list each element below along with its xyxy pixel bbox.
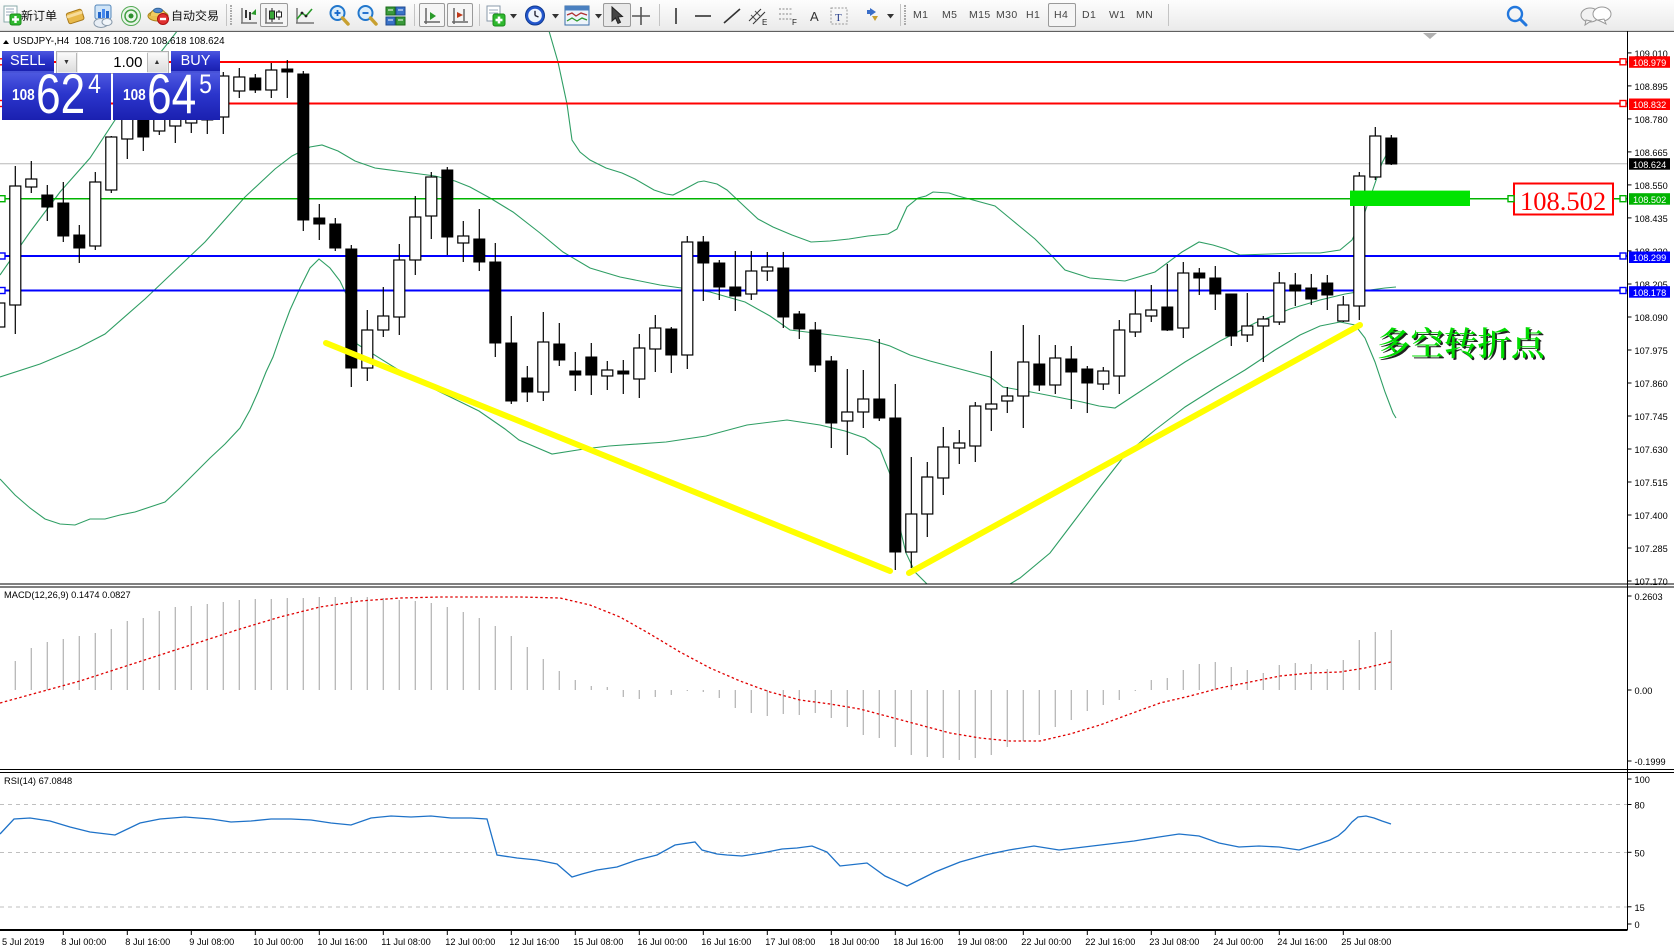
svg-text:24 Jul 00:00: 24 Jul 00:00	[1213, 937, 1263, 947]
svg-text:108.550: 108.550	[1635, 181, 1668, 191]
svg-text:9 Jul 08:00: 9 Jul 08:00	[189, 937, 234, 947]
svg-text:108.090: 108.090	[1635, 313, 1668, 323]
svg-text:107.285: 107.285	[1635, 544, 1668, 554]
svg-text:108.205: 108.205	[1635, 280, 1668, 290]
svg-text:17 Jul 08:00: 17 Jul 08:00	[765, 937, 815, 947]
svg-text:12 Jul 00:00: 12 Jul 00:00	[445, 937, 495, 947]
svg-text:80: 80	[1635, 801, 1645, 811]
svg-text:8 Jul 16:00: 8 Jul 16:00	[125, 937, 170, 947]
svg-text:107.630: 107.630	[1635, 445, 1668, 455]
svg-text:25 Jul 08:00: 25 Jul 08:00	[1341, 937, 1391, 947]
svg-text:108.832: 108.832	[1633, 100, 1666, 110]
svg-text:108.979: 108.979	[1633, 58, 1666, 68]
svg-text:50: 50	[1635, 848, 1645, 858]
svg-text:22 Jul 00:00: 22 Jul 00:00	[1021, 937, 1071, 947]
svg-text:19 Jul 08:00: 19 Jul 08:00	[957, 937, 1007, 947]
svg-text:12 Jul 16:00: 12 Jul 16:00	[509, 937, 559, 947]
svg-text:-0.1999: -0.1999	[1635, 757, 1666, 767]
svg-text:23 Jul 08:00: 23 Jul 08:00	[1149, 937, 1199, 947]
svg-text:18 Jul 00:00: 18 Jul 00:00	[829, 937, 879, 947]
svg-text:F: F	[792, 18, 797, 27]
svg-text:T: T	[835, 12, 842, 24]
svg-text:100: 100	[1635, 775, 1650, 785]
svg-text:11 Jul 08:00: 11 Jul 08:00	[381, 937, 430, 947]
svg-text:108.895: 108.895	[1635, 82, 1668, 92]
svg-text:107.860: 107.860	[1635, 379, 1668, 389]
svg-text:10 Jul 16:00: 10 Jul 16:00	[317, 937, 367, 947]
svg-text:108.665: 108.665	[1635, 148, 1668, 158]
svg-text:108.502: 108.502	[1520, 186, 1606, 216]
svg-text:108.435: 108.435	[1635, 214, 1668, 224]
svg-text:109.010: 109.010	[1635, 49, 1668, 59]
svg-text:108.502: 108.502	[1633, 195, 1666, 205]
svg-text:0: 0	[1635, 920, 1640, 930]
svg-text:24 Jul 16:00: 24 Jul 16:00	[1277, 937, 1327, 947]
svg-text:107.975: 107.975	[1635, 346, 1668, 356]
svg-text:15 Jul 08:00: 15 Jul 08:00	[573, 937, 623, 947]
svg-text:5 Jul 2019: 5 Jul 2019	[2, 937, 44, 947]
svg-text:8 Jul 00:00: 8 Jul 00:00	[61, 937, 106, 947]
svg-text:108.178: 108.178	[1633, 288, 1666, 298]
svg-text:108.299: 108.299	[1633, 253, 1666, 263]
svg-text:107.400: 107.400	[1635, 511, 1668, 521]
svg-text:E: E	[762, 18, 767, 27]
svg-text:0.2603: 0.2603	[1635, 592, 1663, 602]
svg-text:0.00: 0.00	[1635, 686, 1653, 696]
svg-text:10 Jul 00:00: 10 Jul 00:00	[253, 937, 303, 947]
svg-text:16 Jul 00:00: 16 Jul 00:00	[637, 937, 687, 947]
svg-text:15: 15	[1635, 903, 1645, 913]
svg-text:107.515: 107.515	[1635, 478, 1668, 488]
svg-text:16 Jul 16:00: 16 Jul 16:00	[701, 937, 751, 947]
svg-text:108.624: 108.624	[1633, 160, 1666, 170]
svg-text:18 Jul 16:00: 18 Jul 16:00	[893, 937, 943, 947]
svg-text:107.170: 107.170	[1635, 577, 1668, 587]
svg-text:108.780: 108.780	[1635, 115, 1668, 125]
svg-text:22 Jul 16:00: 22 Jul 16:00	[1085, 937, 1135, 947]
svg-text:107.745: 107.745	[1635, 412, 1668, 422]
